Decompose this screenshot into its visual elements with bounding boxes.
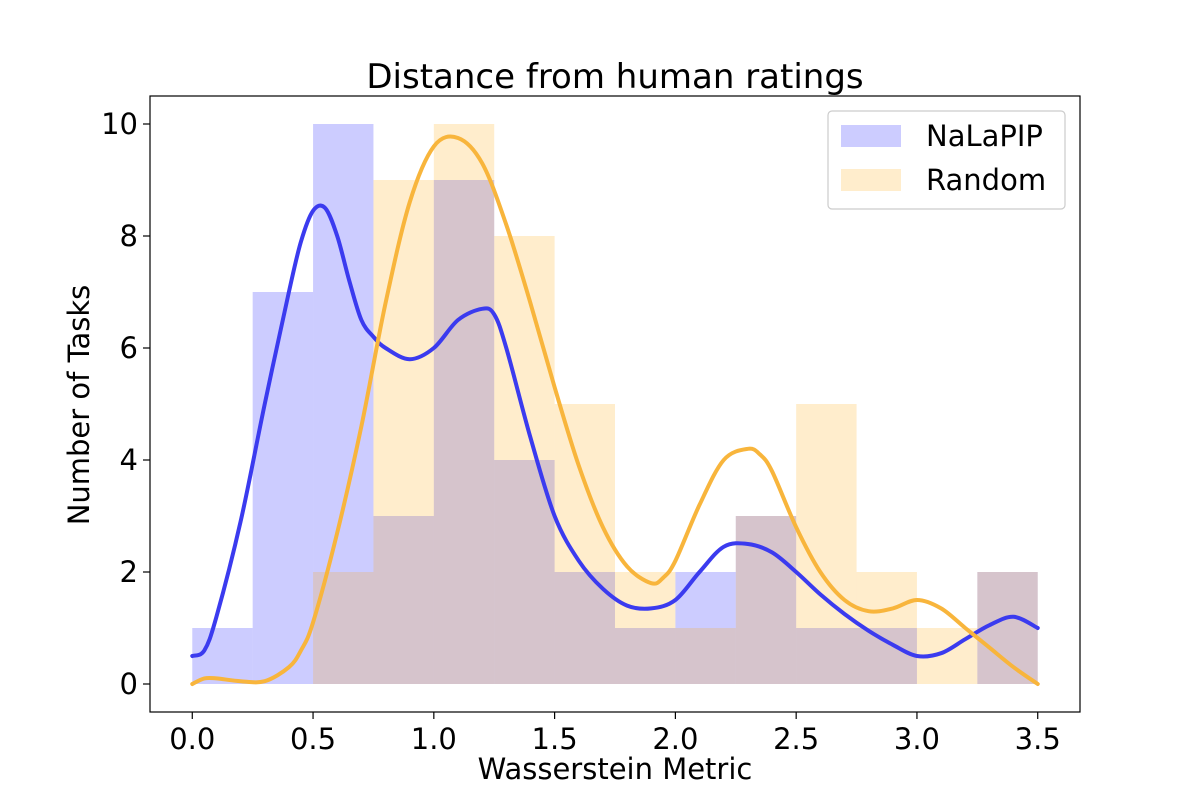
y-tick-label: 2 xyxy=(120,555,138,589)
legend-swatch xyxy=(841,169,901,191)
plot-frame xyxy=(149,95,1081,713)
y-axis-label: Number of Tasks xyxy=(62,285,96,526)
histogram-bar xyxy=(554,404,615,684)
histogram-bar xyxy=(494,236,555,684)
x-tick-label: 3.0 xyxy=(894,722,940,756)
histogram-bar xyxy=(252,292,314,684)
histogram-bar xyxy=(615,572,676,684)
histogram-bar xyxy=(675,628,736,684)
kde-line-series-1 xyxy=(190,203,1040,659)
x-tick-label: 2.0 xyxy=(652,722,698,756)
x-tick-label: 1.5 xyxy=(532,722,578,756)
legend-label: NaLaPIP xyxy=(926,119,1043,153)
histogram-bar xyxy=(735,516,797,684)
histogram-bar xyxy=(192,628,253,684)
bars-series-1 xyxy=(192,124,1038,684)
x-axis-label: Wasserstein Metric xyxy=(478,752,753,786)
axes-layer: 0.0 0.5 1.0 1.5 2.0 2.5 3.0 3.5 0 2 4 6 8 10 xyxy=(101,95,1081,756)
histogram-bar xyxy=(373,516,434,684)
histogram-bar xyxy=(433,124,495,684)
kde-line-series-2 xyxy=(190,134,1040,686)
y-tick-label: 6 xyxy=(120,331,138,365)
legend-swatch xyxy=(841,125,901,147)
y-tick-label: 10 xyxy=(101,107,138,141)
x-tick-label: 1.0 xyxy=(411,722,457,756)
histogram-bar xyxy=(373,180,434,684)
legend: NaLaPIP Random xyxy=(827,110,1066,210)
y-tick-label: 4 xyxy=(120,443,138,477)
histogram-bar xyxy=(433,180,495,684)
histogram-bar xyxy=(615,628,676,684)
x-tick-label: 3.5 xyxy=(1015,722,1061,756)
kde-lines-layer xyxy=(190,134,1040,686)
x-tick-label: 2.5 xyxy=(773,722,819,756)
x-tick-label: 0.0 xyxy=(169,722,215,756)
y-tick-label: 0 xyxy=(120,667,138,701)
x-tick-label: 0.5 xyxy=(290,722,336,756)
histogram-bar xyxy=(494,460,555,684)
legend-label: Random xyxy=(926,163,1046,197)
histogram-bar xyxy=(796,628,857,684)
chart-title: Distance from human ratings xyxy=(366,57,863,97)
histogram-bar xyxy=(856,628,917,684)
y-tick-label: 8 xyxy=(120,219,138,253)
legend-box xyxy=(827,110,1066,210)
